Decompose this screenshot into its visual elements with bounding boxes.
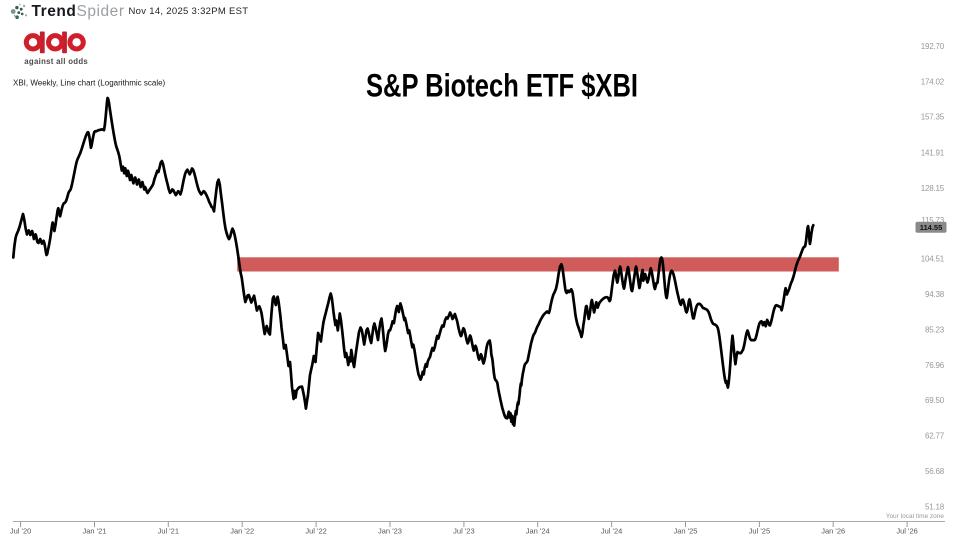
svg-text:TrendSpider: TrendSpider [32,3,125,20]
svg-text:114.55: 114.55 [920,223,943,232]
svg-text:104.51: 104.51 [921,255,945,264]
svg-text:115.73: 115.73 [921,216,944,225]
svg-text:Jul '26: Jul '26 [896,527,917,536]
svg-text:62.77: 62.77 [925,432,945,441]
svg-text:56.68: 56.68 [925,467,945,476]
svg-text:Jul '20: Jul '20 [10,527,31,536]
svg-text:69.50: 69.50 [925,396,945,405]
svg-text:XBI, Weekly, Line chart (Logar: XBI, Weekly, Line chart (Logarithmic sca… [13,79,166,88]
svg-text:Jan '21: Jan '21 [83,527,107,536]
svg-text:128.15: 128.15 [921,184,945,193]
svg-text:against all odds: against all odds [24,57,88,66]
svg-text:Jul '22: Jul '22 [305,527,326,536]
svg-text:Jul '23: Jul '23 [453,527,474,536]
svg-text:Jul '24: Jul '24 [601,527,622,536]
svg-text:85.23: 85.23 [925,325,945,334]
svg-text:141.91: 141.91 [921,148,945,157]
svg-text:174.02: 174.02 [921,78,945,87]
svg-text:51.18: 51.18 [925,502,945,511]
svg-text:Nov 14, 2025 3:32PM EST: Nov 14, 2025 3:32PM EST [129,6,249,17]
svg-text:Your local time zone: Your local time zone [886,513,945,520]
svg-text:Jan '25: Jan '25 [674,527,698,536]
svg-text:Jan '22: Jan '22 [230,527,254,536]
svg-text:S&P Biotech ETF $XBI: S&P Biotech ETF $XBI [366,68,638,104]
svg-text:Jan '23: Jan '23 [378,527,402,536]
svg-text:94.38: 94.38 [925,290,945,299]
svg-text:157.35: 157.35 [921,113,945,122]
svg-text:Jan '24: Jan '24 [526,527,550,536]
svg-text:192.70: 192.70 [921,42,945,51]
svg-text:Jul '21: Jul '21 [158,527,179,536]
svg-text:76.96: 76.96 [925,361,945,370]
svg-text:Jul '25: Jul '25 [749,527,770,536]
svg-text:Jan '26: Jan '26 [821,527,845,536]
